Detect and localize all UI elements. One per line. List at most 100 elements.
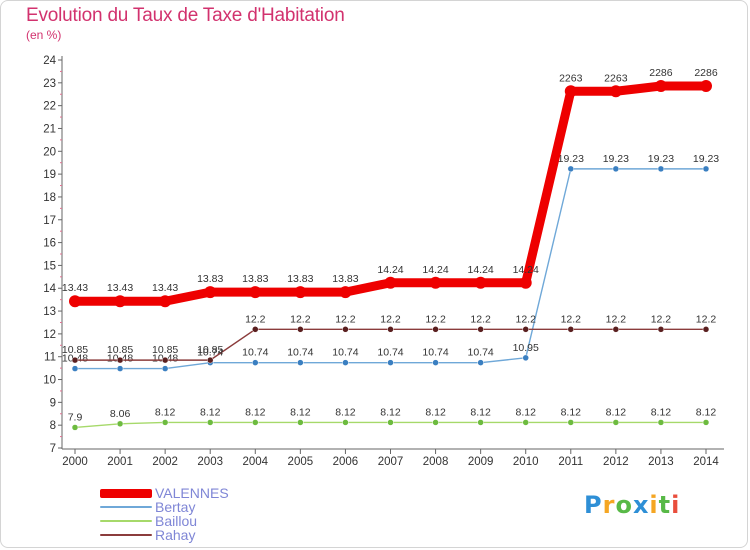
data-label-rahay: 12.2	[606, 313, 627, 325]
data-label-rahay: 12.2	[425, 313, 446, 325]
data-label-valennes: 13.83	[242, 273, 268, 285]
data-point-bertay	[161, 365, 169, 372]
data-point-valennes	[429, 276, 442, 289]
data-point-valennes	[519, 276, 532, 289]
legend-label: VALENNES	[155, 485, 229, 501]
data-point-bertay	[297, 359, 304, 366]
logo-letter: i	[649, 491, 659, 519]
data-point-valennes	[339, 286, 352, 299]
y-tick-label: 10	[43, 375, 56, 387]
unit-label: (en %)	[26, 28, 62, 42]
data-point-valennes	[474, 276, 487, 289]
data-point-bertay	[477, 359, 484, 366]
y-tick-label: 13	[43, 306, 56, 318]
x-tick-label: 2014	[693, 456, 719, 468]
data-label-valennes: 13.83	[332, 273, 358, 285]
y-tick-label: 14	[43, 283, 56, 295]
data-label-bertay: 19.23	[693, 153, 719, 165]
data-label-bertay: 19.23	[558, 153, 584, 165]
data-label-baillou: 8.12	[290, 406, 311, 418]
data-point-rahay	[161, 356, 169, 364]
data-point-valennes	[609, 85, 622, 98]
y-tick-label: 12	[43, 329, 56, 341]
y-tick-label: 24	[43, 55, 56, 67]
data-label-rahay: 10.85	[107, 344, 133, 356]
data-point-baillou	[116, 420, 124, 428]
legend-label: Bertay	[155, 499, 196, 515]
y-tick-label: 17	[43, 215, 56, 227]
data-point-baillou	[567, 419, 575, 426]
legend-swatch	[100, 520, 152, 522]
data-label-rahay: 12.2	[290, 313, 311, 325]
data-point-baillou	[522, 419, 529, 426]
data-point-valennes	[294, 286, 307, 299]
data-point-rahay	[477, 326, 484, 333]
data-point-baillou	[342, 419, 349, 426]
data-label-valennes: 13.43	[107, 282, 133, 294]
logo-letter: t	[658, 491, 672, 519]
x-tick-label: 2011	[558, 456, 583, 468]
data-label-baillou: 8.12	[335, 406, 356, 418]
data-point-baillou	[206, 419, 214, 426]
data-label-valennes: 2286	[694, 67, 718, 79]
data-label-baillou: 8.12	[425, 406, 446, 418]
data-label-rahay: 10.85	[197, 344, 223, 356]
data-label-bertay: 10.95	[513, 342, 539, 354]
data-point-rahay	[116, 356, 124, 364]
data-point-baillou	[161, 419, 169, 426]
logo-letter: P	[584, 491, 603, 519]
logo-letter: r	[602, 491, 616, 519]
data-label-valennes: 14.24	[422, 264, 448, 276]
data-label-baillou: 8.12	[561, 406, 582, 418]
data-point-rahay	[387, 326, 394, 333]
data-point-baillou	[71, 424, 79, 431]
y-tick-label: 8	[50, 420, 56, 432]
data-point-rahay	[567, 326, 575, 333]
y-tick-label: 22	[43, 101, 56, 113]
chart-title: Evolution du Taux de Taxe d'Habitation	[26, 5, 345, 26]
data-label-valennes: 14.24	[377, 264, 403, 276]
data-label-rahay: 12.2	[245, 313, 266, 325]
data-point-rahay	[297, 326, 304, 333]
data-point-rahay	[206, 356, 214, 364]
data-point-valennes	[700, 80, 712, 93]
data-point-baillou	[657, 419, 665, 426]
data-point-bertay	[387, 359, 394, 366]
data-point-rahay	[522, 326, 529, 333]
data-label-bertay: 10.74	[242, 347, 268, 359]
data-point-baillou	[477, 419, 484, 426]
data-point-baillou	[702, 419, 710, 426]
x-tick-label: 2002	[152, 456, 178, 468]
data-label-valennes: 13.43	[62, 282, 88, 294]
data-point-baillou	[297, 419, 304, 426]
y-tick-label: 23	[43, 78, 56, 90]
legend-label: Baillou	[155, 513, 198, 529]
x-tick-label: 2000	[62, 456, 88, 468]
data-point-valennes	[69, 295, 81, 308]
y-tick-label: 16	[43, 238, 56, 250]
logo-letter: i	[671, 491, 681, 519]
data-label-rahay: 12.2	[335, 313, 356, 325]
data-point-bertay	[702, 165, 710, 173]
data-point-bertay	[71, 365, 79, 372]
legend-swatch	[100, 534, 152, 536]
x-tick-label: 2004	[242, 456, 268, 468]
legend-label: Rahay	[155, 527, 196, 543]
data-label-bertay: 10.74	[468, 347, 494, 359]
data-label-bertay: 10.74	[287, 347, 313, 359]
data-label-bertay: 10.74	[422, 347, 448, 359]
data-label-rahay: 12.2	[515, 313, 536, 325]
data-label-baillou: 8.12	[651, 406, 672, 418]
data-label-bertay: 10.74	[377, 347, 403, 359]
data-label-rahay: 10.85	[152, 344, 178, 356]
x-tick-label: 2003	[197, 456, 223, 468]
x-tick-label: 2012	[603, 456, 629, 468]
data-point-valennes	[654, 80, 667, 93]
x-tick-label: 2006	[333, 456, 359, 468]
x-tick-label: 2013	[648, 456, 674, 468]
data-point-baillou	[252, 419, 259, 426]
data-label-valennes: 2263	[604, 72, 628, 84]
data-label-rahay: 12.2	[380, 313, 401, 325]
data-point-bertay	[342, 359, 349, 366]
